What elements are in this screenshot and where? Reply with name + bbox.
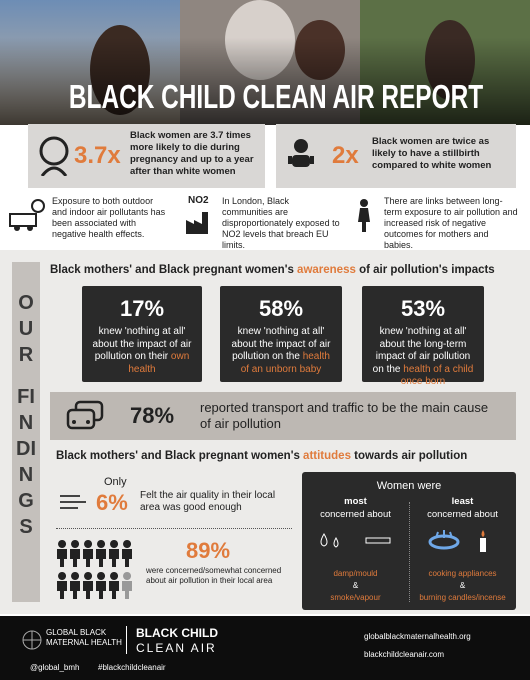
card-text: knew 'nothing at all' about the impact o… [82,322,202,376]
most-items: damp/mould & smoke/vapour [302,568,409,604]
concerned-value: 89% [186,538,231,563]
icon [320,533,391,548]
awareness-card: 58% knew 'nothing at all' about the impac… [220,286,342,382]
card-value: 58% [258,296,304,321]
stat-value: 3.7x [74,142,121,169]
card-text-part: knew 'nothing at all' about the impact o… [92,326,192,362]
divider [126,626,127,654]
item: burning candles/incense [419,593,506,602]
person-icon [70,540,80,567]
women-box: Women were most concerned about damp/mou… [302,472,516,610]
only-label: Only [104,476,127,488]
concerned-text: were concerned/somewhat concerned about … [146,566,282,585]
heading-part: of air pollution's impacts [355,264,495,276]
divider [409,502,410,602]
fact-text: In London, Black communities are disprop… [222,196,340,250]
fact-text: There are links between long-term exposu… [384,196,518,250]
card-text: knew 'nothing at all' about the impact o… [220,322,342,376]
item: & [459,581,466,590]
link[interactable]: globalblackmaternalhealth.org [364,632,471,641]
heading-part: Black mothers' and Black pregnant women'… [56,450,304,462]
fact-text: Exposure to both outdoor and indoor air … [52,196,166,239]
brand: CLEAN AIR [136,641,217,655]
hashtag: #blackchildcleanair [98,663,166,672]
section-heading: Black mothers' and Black pregnant women'… [50,264,520,276]
side-label: OUR [18,292,34,366]
most-sub: concerned about [320,509,391,520]
awareness-card: 17% knew 'nothing at all' about the impac… [82,286,202,382]
side-band [12,262,40,602]
item: damp/mould [333,569,378,578]
header-photo [0,0,530,125]
title: BLACK CHILD CLEAN AIR REPORT [68,78,484,115]
footer: GLOBAL BLACK MATERNAL HEALTH BLACK CHILD… [0,616,530,680]
card-highlight: health of an unborn baby [240,351,330,375]
person-icon [122,540,132,567]
quality-value: 6% [96,490,128,515]
women-title: Women were [376,480,442,492]
icon [186,212,208,234]
person-icon [96,540,106,567]
stat-text: Black women are twice as likely to have … [372,136,492,171]
transport-value: 78% [130,403,175,428]
least-items: cooking appliances & burning candles/incen… [409,568,516,604]
person-icon [57,572,67,599]
transport-text: reported transport and traffic to be the… [200,400,489,431]
person-icon [109,540,119,567]
person-icon [122,572,132,599]
item: smoke/vapour [330,593,381,602]
card-text: knew 'nothing at all' about the long-ter… [362,322,484,389]
person-icon [83,572,93,599]
card-text-part: knew 'nothing at all' about the long-ter… [372,326,471,375]
person-icon [57,540,67,567]
stat-value: 2x [332,142,359,169]
card-highlight: own health [128,351,190,375]
section-heading: Black mothers' and Black pregnant women'… [56,450,526,462]
item: cooking appliances [428,569,497,578]
person-icon [83,540,93,567]
icon-label: NO2 [188,195,209,206]
quality-text: Felt the air quality in their local area… [140,490,276,513]
person-icon [70,572,80,599]
logo [22,630,42,650]
icon [66,400,104,430]
divider [56,528,292,529]
transport-band: 78% reported transport and traffic to be… [50,392,516,440]
stat-text: Black women are 3.7 times more likely to… [130,130,254,177]
side-label: FINDINGS [16,386,36,538]
icon [60,495,86,509]
link[interactable]: blackchildcleanair.com [364,650,445,659]
stat-box: 3.7x Black women are 3.7 times more like… [28,124,265,188]
org-name: GLOBAL BLACK MATERNAL HEALTH [46,628,122,647]
icon [288,139,314,167]
people-grid [57,540,132,599]
heading-highlight: awareness [297,264,356,276]
card-text-part: knew 'nothing at all' about the impact o… [231,326,331,362]
brand: BLACK CHILD [136,626,218,640]
card-highlight: health of a child once born [400,363,474,388]
most-label: most [344,496,367,507]
stat-box: 2x Black women are twice as likely to ha… [276,124,516,188]
person-icon [96,572,106,599]
icon [9,199,45,231]
twitter: @global_bmh [30,663,80,672]
heading-part: towards air pollution [350,450,468,462]
least-sub: concerned about [427,509,498,520]
awareness-card: 53% knew 'nothing at all' about the long-… [362,286,484,387]
card-value: 53% [400,296,446,321]
icon [358,199,370,232]
icon [428,530,486,552]
heading-part: Black mothers' and Black pregnant women'… [50,264,298,276]
person-icon [109,572,119,599]
card-value: 17% [119,296,165,321]
heading-highlight: attitudes [303,450,351,462]
least-label: least [451,496,474,507]
icon [39,136,69,176]
item: & [352,581,359,590]
